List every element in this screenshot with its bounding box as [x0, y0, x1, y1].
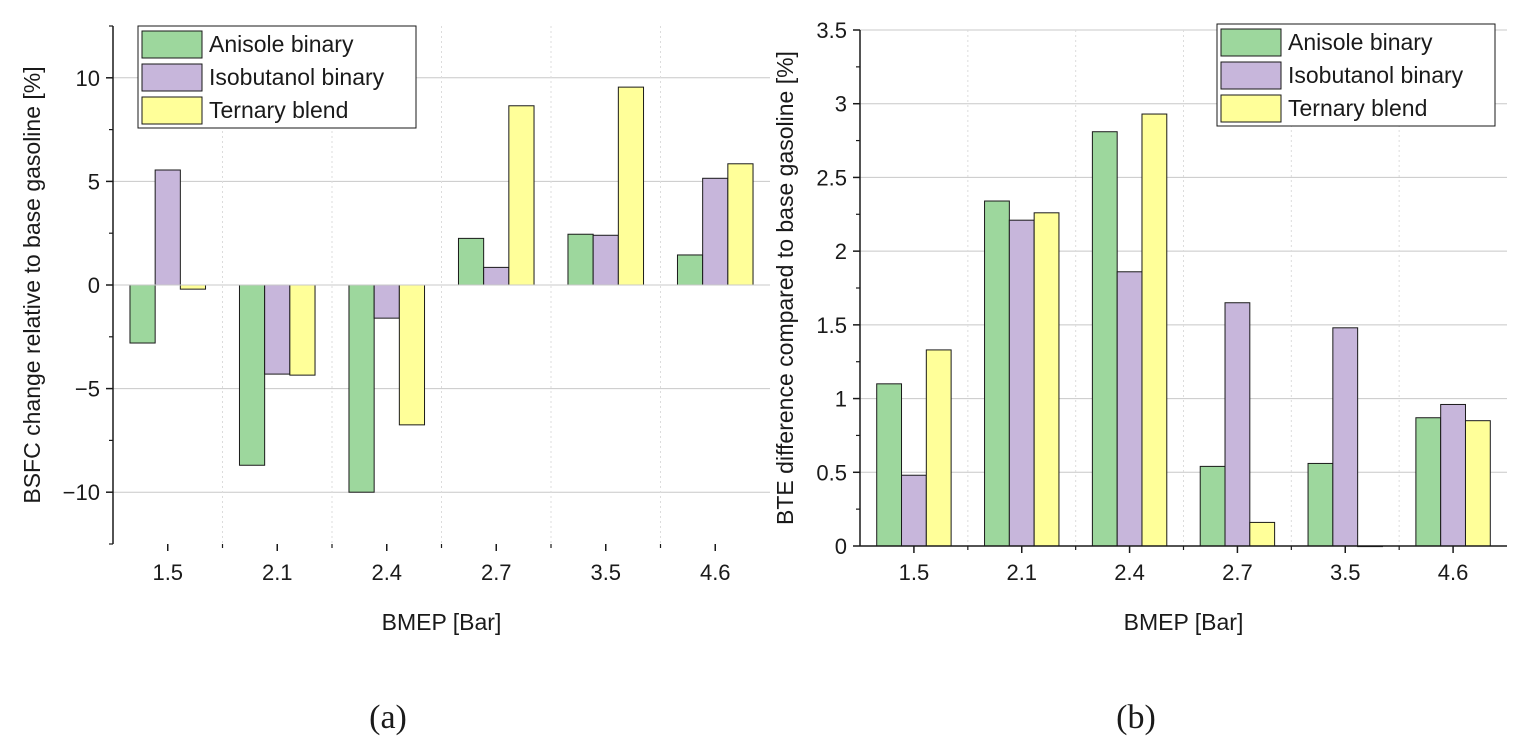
bar-ternary-blend: [1141, 113, 1168, 547]
chart-b: 0 0.5 1 1.5 2 2.5 3 3.5 1.5 2.1 2.4 2.7 3.5 4.6 BMEP […: [772, 18, 1507, 736]
x-axis-title: BMEP [Bar]: [1124, 609, 1244, 635]
bar-ternary-blend: [1464, 420, 1491, 547]
bar-ternary-blend: [289, 284, 316, 376]
bar-isobutanol-binary: [1008, 219, 1035, 547]
y-tick-label: 2.5: [816, 165, 847, 190]
bar-anisole-binary: [457, 237, 485, 286]
y-tick-label: 0: [835, 534, 847, 559]
x-tick-label: 2.4: [371, 560, 402, 585]
bar-anisole-binary: [129, 284, 156, 344]
legend-label: Isobutanol binary: [1288, 62, 1464, 88]
legend-swatch: [1220, 94, 1282, 123]
legend-swatch: [141, 63, 203, 92]
bar-ternary-blend: [727, 163, 754, 286]
bar-ternary-blend: [1033, 212, 1060, 547]
x-tick-label: 1.5: [899, 560, 930, 585]
legend-swatch: [141, 96, 203, 125]
x-tick-label: 2.7: [481, 560, 512, 585]
x-tick-label: 2.4: [1114, 560, 1145, 585]
y-tick-label: −5: [75, 377, 100, 402]
bar-anisole-binary: [238, 284, 266, 466]
bar-isobutanol-binary: [592, 234, 619, 286]
bar-ternary-blend: [398, 284, 426, 426]
bar-isobutanol-binary: [1332, 327, 1359, 547]
x-tick-label: 2.1: [262, 560, 293, 585]
bar-isobutanol-binary: [901, 474, 927, 547]
bar-anisole-binary: [567, 233, 594, 286]
bar-ternary-blend: [179, 284, 207, 290]
x-tick-label: 3.5: [1330, 560, 1361, 585]
x-tick-label: 2.1: [1006, 560, 1037, 585]
legend-label: Isobutanol binary: [209, 64, 385, 90]
x-tick-label: 4.6: [1438, 560, 1469, 585]
legend-swatch: [141, 30, 203, 59]
bar-ternary-blend: [617, 86, 645, 286]
y-axis-title: BTE difference compared to base gasoline…: [772, 51, 798, 525]
x-axis-title: BMEP [Bar]: [382, 609, 502, 635]
chart-a: −10 −5 0 5 10 1.5 2.1 2.4 2.7 3.5 4.6 BMEP [Bar] BSF…: [19, 25, 770, 736]
bar-isobutanol-binary: [1224, 302, 1251, 547]
y-tick-label: 1.5: [816, 313, 847, 338]
y-axis-title: BSFC change relative to base gasoline [%…: [19, 66, 45, 503]
panel-label: (b): [1116, 699, 1156, 736]
legend: Anisole binary Isobutanol binary Ternary b…: [1216, 23, 1496, 127]
x-tick-label: 4.6: [700, 560, 731, 585]
bar-isobutanol-binary: [483, 266, 510, 286]
y-tick-label: 1: [835, 387, 847, 412]
y-tick-label: 0: [88, 273, 100, 298]
legend: Anisole binary Isobutanol binary Ternary b…: [137, 25, 417, 129]
bar-anisole-binary: [1199, 465, 1226, 547]
legend-label: Ternary blend: [209, 97, 348, 123]
panel-label: (a): [369, 699, 407, 736]
bar-anisole-binary: [984, 200, 1010, 547]
bar-isobutanol-binary: [373, 284, 400, 319]
bar-anisole-binary: [348, 284, 375, 493]
legend-label: Ternary blend: [1288, 95, 1427, 121]
bar-anisole-binary: [1091, 131, 1118, 547]
legend-swatch: [1220, 61, 1282, 90]
x-tick-label: 1.5: [152, 560, 183, 585]
y-tick-label: 3: [835, 92, 847, 117]
y-tick-label: 3.5: [816, 18, 847, 43]
bar-isobutanol-binary: [702, 177, 729, 286]
bar-anisole-binary: [1415, 417, 1442, 547]
bar-isobutanol-binary: [1440, 403, 1466, 547]
bar-ternary-blend: [925, 349, 952, 547]
bar-anisole-binary: [676, 254, 704, 286]
bar-isobutanol-binary: [1116, 271, 1143, 547]
legend-swatch: [1220, 28, 1282, 57]
legend-label: Anisole binary: [209, 31, 354, 57]
x-tick-label: 3.5: [590, 560, 621, 585]
bar-ternary-blend: [1249, 521, 1276, 547]
legend-label: Anisole binary: [1288, 29, 1433, 55]
x-tick-label: 2.7: [1222, 560, 1253, 585]
bar-isobutanol-binary: [154, 169, 181, 286]
bar-ternary-blend: [508, 105, 535, 286]
bar-anisole-binary: [876, 383, 903, 547]
bar-anisole-binary: [1307, 462, 1334, 547]
y-tick-label: 10: [76, 66, 100, 91]
y-tick-label: −10: [63, 480, 100, 505]
y-tick-label: 2: [835, 239, 847, 264]
bar-isobutanol-binary: [264, 284, 291, 375]
y-tick-label: 5: [88, 169, 100, 194]
y-tick-label: 0.5: [816, 460, 847, 485]
